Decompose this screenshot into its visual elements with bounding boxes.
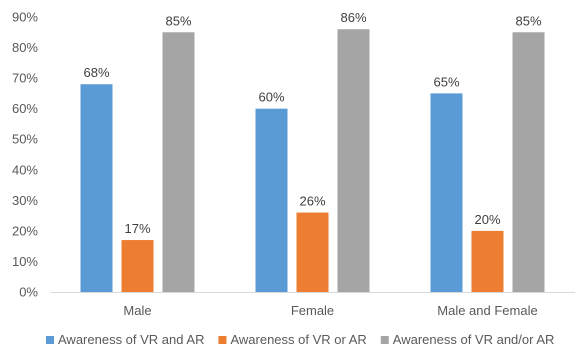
y-tick-label: 0% <box>19 285 38 300</box>
x-tick-label: Male and Female <box>437 303 537 318</box>
y-tick-label: 70% <box>12 71 38 86</box>
y-axis: 0% 10% 20% 30% 40% 50% 60% 70% 80% 90% <box>12 10 38 300</box>
data-label: 86% <box>340 10 366 25</box>
data-label: 17% <box>124 221 150 236</box>
data-label: 65% <box>433 74 459 89</box>
bar <box>471 230 504 292</box>
data-labels-group: 68% 17% 85% 60% 26% 86% 65% 20% 85% <box>83 10 541 236</box>
data-label: 26% <box>299 194 325 209</box>
data-label: 68% <box>83 65 109 80</box>
y-tick-label: 50% <box>12 132 38 147</box>
bar <box>296 212 329 292</box>
legend-label: Awareness of VR and AR <box>58 332 204 347</box>
y-tick-label: 20% <box>12 223 38 238</box>
bars-group <box>80 29 545 293</box>
y-tick-label: 30% <box>12 193 38 208</box>
y-tick-label: 90% <box>12 10 38 25</box>
bar <box>430 93 463 292</box>
bar <box>121 240 154 292</box>
x-tick-label: Female <box>291 303 334 318</box>
legend-swatch <box>380 336 389 344</box>
y-tick-label: 10% <box>12 254 38 269</box>
bar <box>162 32 195 293</box>
data-label: 85% <box>165 13 191 28</box>
legend-label: Awareness of VR or AR <box>230 332 366 347</box>
legend-swatch <box>218 336 227 344</box>
data-label: 20% <box>474 212 500 227</box>
bar <box>512 32 545 293</box>
y-tick-label: 80% <box>12 40 38 55</box>
x-tick-label: Male <box>123 303 151 318</box>
x-axis: Male Female Male and Female <box>123 303 537 318</box>
legend-label: Awareness of VR and/or AR <box>393 332 555 347</box>
legend: Awareness of VR and AR Awareness of VR or… <box>46 332 554 347</box>
y-tick-label: 60% <box>12 101 38 116</box>
data-label: 85% <box>515 13 541 28</box>
legend-swatch <box>46 336 54 344</box>
bar <box>80 84 113 292</box>
y-tick-label: 40% <box>12 162 38 177</box>
bar <box>337 29 370 292</box>
bar <box>255 108 288 293</box>
data-label: 60% <box>258 90 284 105</box>
